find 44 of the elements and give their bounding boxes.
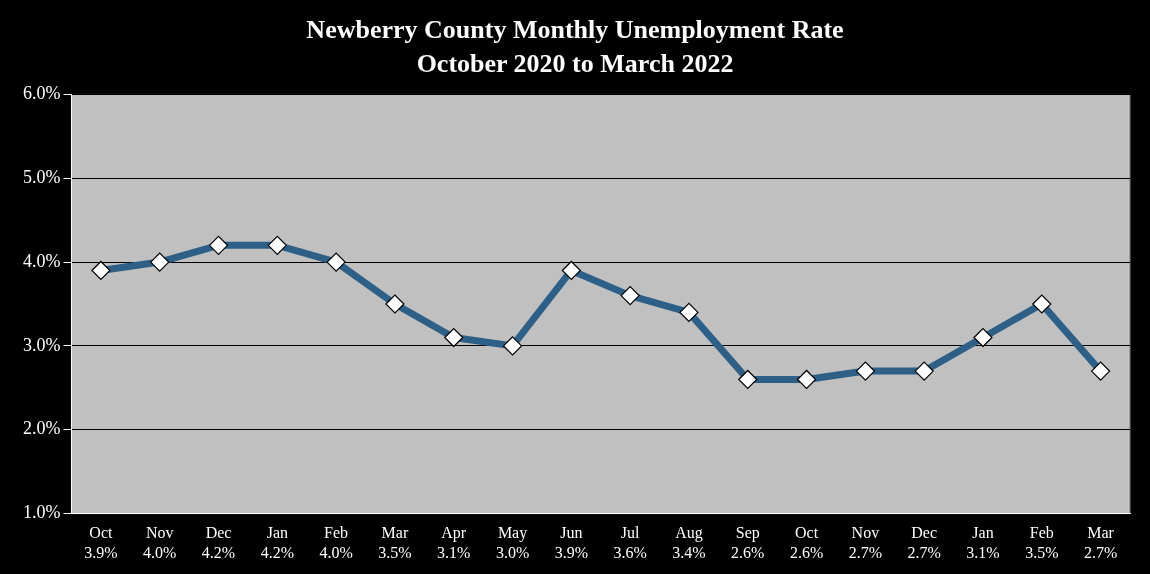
x-tick-label: Oct (89, 524, 113, 542)
x-tick-label: Dec (205, 524, 232, 542)
x-tick-label: Jan (266, 524, 288, 542)
data-label: 2.7% (907, 543, 941, 561)
data-label: 3.5% (1025, 543, 1059, 561)
y-tick-label: 1.0% (22, 502, 61, 523)
x-tick-label: Jul (620, 524, 641, 542)
data-label: 3.1% (966, 543, 1000, 561)
data-label: 3.4% (672, 543, 706, 561)
data-label: 2.7% (1083, 543, 1118, 561)
x-tick-label: Nov (851, 524, 880, 542)
y-tick-label: 4.0% (22, 250, 61, 271)
x-tick-label: Aug (675, 524, 703, 543)
data-label: 3.9% (84, 543, 118, 561)
y-tick-label: 3.0% (22, 334, 61, 355)
x-tick-label: Jan (972, 524, 994, 542)
y-tick-label: 5.0% (22, 166, 61, 187)
data-label: 3.5% (378, 543, 412, 561)
x-tick-label: Feb (1029, 524, 1054, 542)
x-tick-label: Oct (795, 524, 819, 542)
data-label: 2.6% (789, 543, 824, 561)
data-label: 2.7% (848, 543, 883, 561)
data-label: 3.6% (613, 543, 647, 561)
x-tick-label: Nov (145, 524, 174, 542)
data-label: 3.9% (554, 543, 589, 561)
data-label: 4.2% (201, 543, 236, 561)
data-label: 4.2% (260, 543, 294, 561)
data-label: 4.0% (143, 543, 177, 561)
x-tick-label: May (497, 524, 528, 543)
y-tick-label: 2.0% (22, 418, 61, 439)
y-tick-label: 6.0% (22, 83, 61, 104)
x-tick-label: Feb (324, 524, 349, 542)
data-label: 4.0% (319, 543, 353, 561)
x-tick-label: Dec (911, 524, 938, 542)
x-tick-label: Jun (560, 524, 583, 542)
x-tick-label: Mar (1087, 524, 1115, 542)
data-label: 3.1% (437, 543, 471, 561)
data-label: 3.0% (495, 543, 530, 561)
chart-title: Newberry County Monthly Unemployment Rate (306, 15, 844, 45)
x-tick-label: Mar (381, 524, 409, 542)
x-tick-label: Sep (735, 524, 760, 543)
chart-subtitle: October 2020 to March 2022 (416, 48, 734, 78)
x-tick-label: Apr (441, 524, 467, 543)
data-label: 2.6% (731, 543, 765, 561)
